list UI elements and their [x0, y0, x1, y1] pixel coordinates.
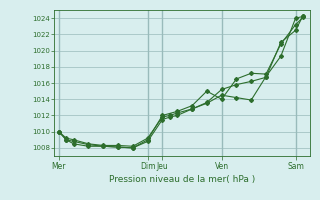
X-axis label: Pression niveau de la mer( hPa ): Pression niveau de la mer( hPa )	[109, 175, 256, 184]
